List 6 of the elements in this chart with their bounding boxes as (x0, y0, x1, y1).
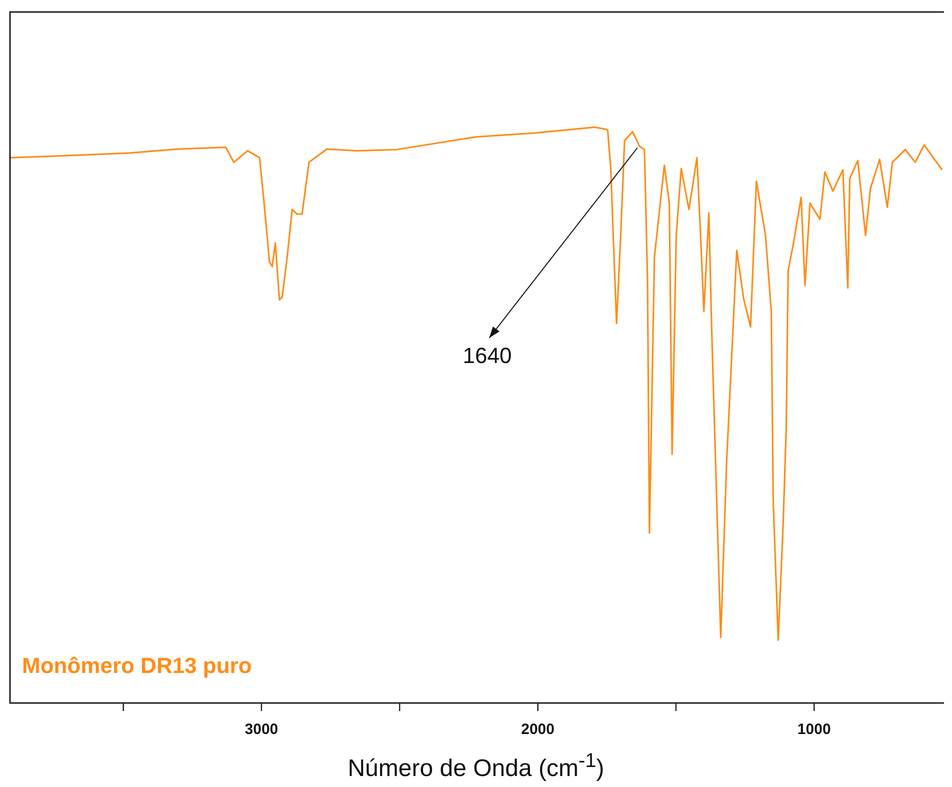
x-tick-label: 3000 (244, 721, 278, 738)
x-axis-title: Número de Onda (cm$^{-1}$) (346, 750, 606, 783)
x-tick-label: 1000 (797, 721, 831, 738)
annotation: 1640 (462, 342, 512, 368)
x-tick-label: 2000 (521, 721, 554, 738)
text: Monômero DR13 puro (22, 653, 252, 678)
